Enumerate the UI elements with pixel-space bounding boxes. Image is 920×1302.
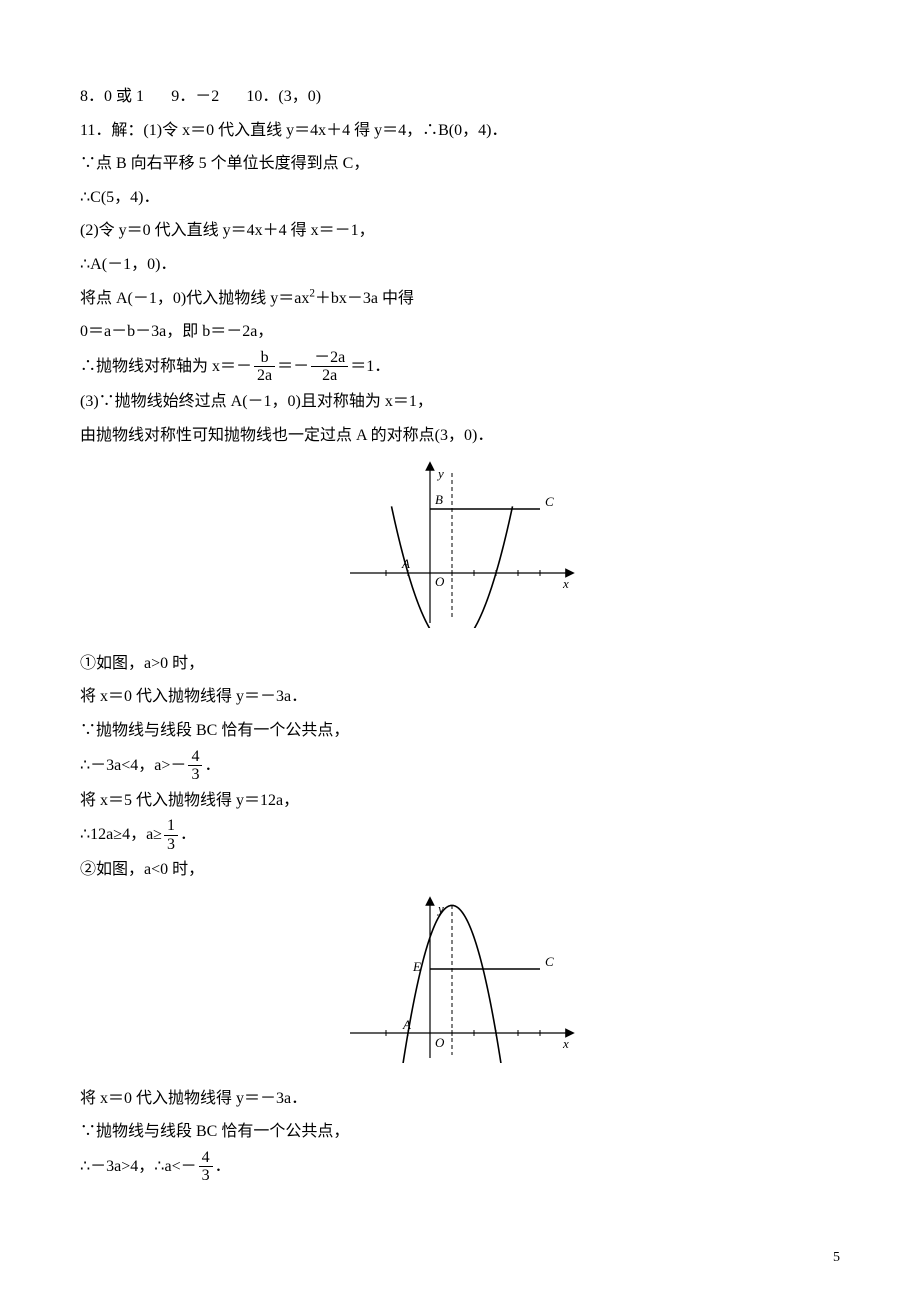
fig2-label-y: y: [436, 901, 444, 916]
fig2-label-E: E: [412, 959, 421, 974]
case1-line-1: ①如图，a>0 时，: [80, 647, 840, 681]
answer-9: 9．－2: [171, 88, 219, 105]
fig1-label-y: y: [436, 466, 444, 481]
fraction: －2a2a: [309, 349, 350, 385]
fraction: b2a: [252, 349, 277, 385]
case1-line-3: ∵抛物线与线段 BC 恰有一个公共点，: [80, 714, 840, 748]
fig1-label-x: x: [562, 576, 569, 591]
figure-1-parabola-up: y x O A B C: [335, 458, 585, 628]
answer-10: 10．(3，0): [246, 88, 321, 105]
p11-line-5: ∴A(－1，0)．: [80, 248, 840, 282]
case2-line-2: ∵抛物线与线段 BC 恰有一个公共点，: [80, 1115, 840, 1149]
fig1-label-B: B: [435, 492, 443, 507]
p11-line-4: (2)令 y＝0 代入直线 y＝4x＋4 得 x＝－1，: [80, 214, 840, 248]
answers-line: 8．0 或 1 9．－2 10．(3，0): [80, 80, 840, 114]
fraction: 43: [197, 1149, 215, 1185]
case2-line-3: ∴－3a>4，∴a<－43．: [80, 1149, 840, 1185]
answer-8: 8．0 或 1: [80, 88, 144, 105]
fig1-label-A: A: [401, 556, 410, 571]
fig2-label-C: C: [545, 954, 554, 969]
p11-line-7: 0＝a－b－3a，即 b＝－2a，: [80, 315, 840, 349]
p11-line-3: ∴C(5，4)．: [80, 181, 840, 215]
p11-line-8: ∴抛物线对称轴为 x＝－b2a＝－－2a2a＝1．: [80, 349, 840, 385]
fig2-label-x: x: [562, 1036, 569, 1051]
p11-line-10: 由抛物线对称性可知抛物线也一定过点 A 的对称点(3，0)．: [80, 419, 840, 453]
figure-2-wrap: y x O A E C: [80, 893, 840, 1076]
case1-line-5: 将 x＝5 代入抛物线得 y＝12a，: [80, 784, 840, 818]
case1-line-2: 将 x＝0 代入抛物线得 y＝－3a．: [80, 680, 840, 714]
case1-line-7: ②如图，a<0 时，: [80, 853, 840, 887]
fig1-label-C: C: [545, 494, 554, 509]
p11-line-1: 11．解：(1)令 x＝0 代入直线 y＝4x＋4 得 y＝4，∴B(0，4)．: [80, 114, 840, 148]
figure-2-parabola-down: y x O A E C: [335, 893, 585, 1063]
p11-line-2: ∵点 B 向右平移 5 个单位长度得到点 C，: [80, 147, 840, 181]
case1-line-6: ∴12a≥4，a≥13．: [80, 817, 840, 853]
fig2-label-A: A: [402, 1017, 411, 1032]
page-number: 5: [833, 1243, 840, 1272]
p11-line-9: (3)∵抛物线始终过点 A(－1，0)且对称轴为 x＝1，: [80, 385, 840, 419]
case1-line-4: ∴－3a<4，a>－43．: [80, 748, 840, 784]
fraction: 43: [186, 748, 204, 784]
fig1-label-O: O: [435, 574, 445, 589]
p11-line-6: 将点 A(－1，0)代入抛物线 y＝ax2＋bx－3a 中得: [80, 282, 840, 316]
fig2-label-O: O: [435, 1035, 445, 1050]
case2-line-1: 将 x＝0 代入抛物线得 y＝－3a．: [80, 1082, 840, 1116]
fraction: 13: [162, 817, 180, 853]
figure-1-wrap: y x O A B C: [80, 458, 840, 641]
